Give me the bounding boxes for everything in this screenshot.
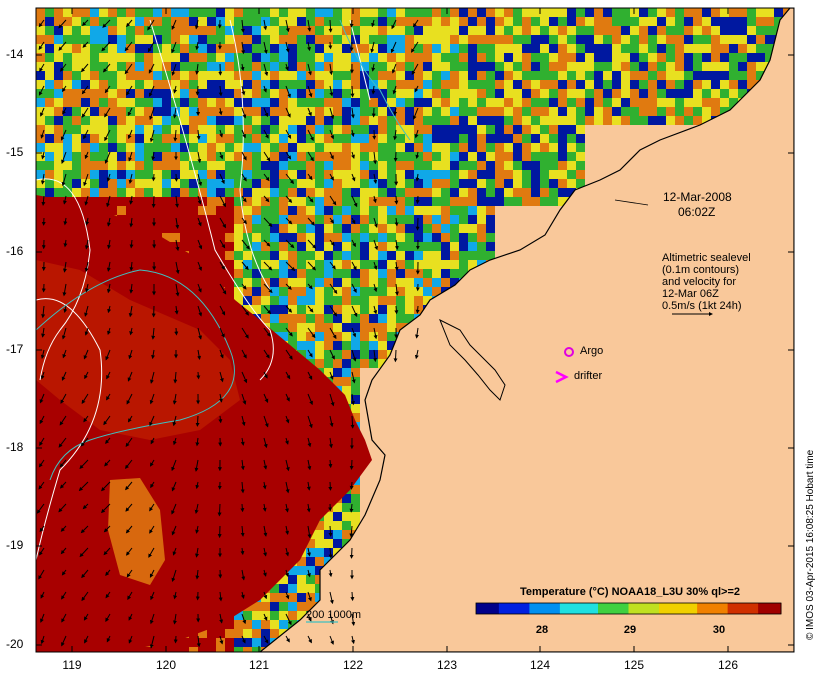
velocity-arrow-icon [351, 20, 352, 27]
lon-tick-label: 124 [530, 658, 550, 672]
velocity-arrow-icon [352, 42, 353, 51]
lon-tick-label: 123 [437, 658, 457, 672]
velocity-arrow-icon [351, 482, 352, 489]
velocity-arrow-icon [330, 526, 331, 536]
velocity-arrow-icon [176, 328, 177, 335]
velocity-arrow-icon [330, 42, 331, 48]
velocity-arrow-icon [396, 196, 397, 204]
velocity-arrow-icon [176, 636, 177, 643]
velocity-arrow-icon [153, 174, 154, 180]
argo-label: Argo [580, 345, 603, 358]
colorbar-tick: 28 [536, 624, 548, 636]
lon-tick-label: 120 [156, 658, 176, 672]
velocity-arrow-icon [417, 306, 418, 313]
velocity-arrow-icon [396, 152, 397, 161]
velocity-arrow-icon [352, 548, 353, 558]
velocity-arrow-icon [219, 504, 220, 516]
drifter-label: drifter [574, 370, 602, 383]
lat-tick-label: -20 [6, 637, 23, 651]
velocity-arrow-icon [352, 416, 353, 428]
lon-tick-label: 119 [62, 658, 81, 672]
colorbar [476, 603, 782, 614]
lon-tick-label: 121 [249, 658, 269, 672]
velocity-arrow-icon [417, 196, 418, 203]
credit-text: © IMOS 03-Apr-2015 16:08:25 Hobart time [805, 450, 816, 640]
colorbar-tick: 29 [624, 624, 636, 636]
lat-tick-label: -18 [6, 440, 23, 454]
velocity-arrow-icon [198, 372, 199, 378]
lat-tick-label: -19 [6, 538, 23, 552]
velocity-arrow-icon [220, 416, 221, 422]
colorbar-title: Temperature (°C) NOAA18_L3U 30% ql>=2 [520, 586, 740, 598]
velocity-arrow-icon [330, 482, 331, 490]
lon-tick-label: 126 [718, 658, 738, 672]
velocity-arrow-icon [352, 460, 353, 469]
timestamp-date: 12-Mar-2008 [663, 190, 732, 204]
timestamp-time: 06:02Z [678, 205, 715, 219]
altimetry-line-5: 0.5m/s (1kt 24h) [662, 300, 741, 313]
lon-tick-label: 125 [624, 658, 644, 672]
velocity-arrow-icon [330, 460, 331, 467]
velocity-arrow-icon [197, 86, 198, 95]
lat-tick-label: -17 [6, 342, 23, 356]
lon-tick-label: 122 [343, 658, 363, 672]
lat-tick-label: -14 [6, 47, 23, 61]
velocity-arrow-icon [197, 416, 198, 426]
depth-contour-label: 200 1000m [306, 609, 361, 622]
velocity-arrow-icon [154, 196, 155, 207]
velocity-arrow-icon [395, 350, 396, 361]
velocity-arrow-icon [330, 20, 331, 32]
lat-tick-label: -16 [6, 244, 23, 258]
velocity-arrow-icon [352, 86, 353, 97]
colorbar-tick: 30 [713, 624, 725, 636]
velocity-arrow-icon [352, 592, 353, 600]
velocity-arrow-icon [242, 504, 243, 511]
velocity-arrow-icon [176, 174, 177, 181]
velocity-arrow-icon [396, 306, 397, 313]
velocity-arrow-icon [418, 218, 419, 230]
lat-tick-label: -15 [6, 145, 23, 159]
